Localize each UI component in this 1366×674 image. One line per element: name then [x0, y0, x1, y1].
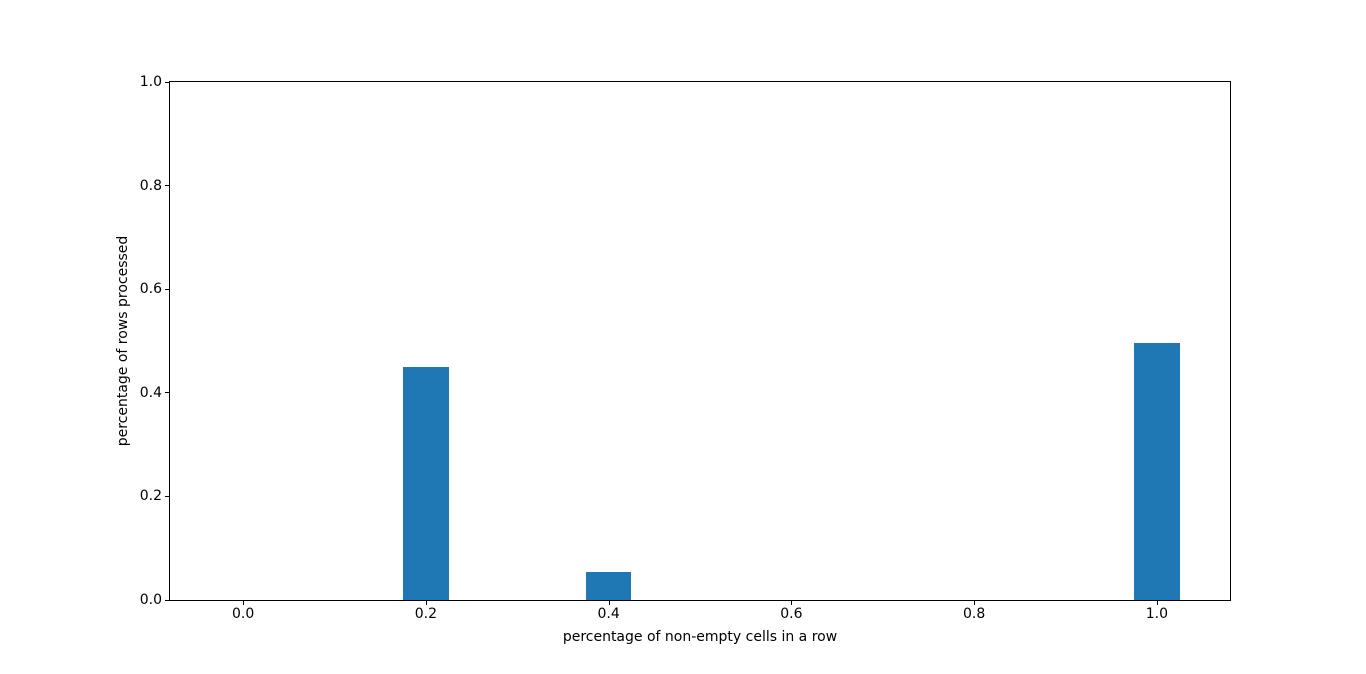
x-tick-label: 0.0: [231, 606, 255, 622]
y-tick-mark: [165, 495, 169, 497]
y-tick-label: 0.8: [139, 177, 162, 194]
y-tick-mark: [165, 288, 169, 290]
x-tick-mark: [1156, 601, 1158, 605]
bar: [585, 571, 632, 600]
x-tick-mark: [974, 601, 976, 605]
y-tick-label: 0.6: [139, 281, 162, 298]
y-tick-mark: [165, 599, 169, 601]
y-axis-label: percentage of rows processed: [115, 235, 131, 447]
x-tick-label: 0.2: [414, 606, 437, 622]
x-tick-label: 0.6: [780, 606, 803, 622]
x-tick-label: 1.0: [1145, 606, 1169, 622]
x-tick-mark: [425, 601, 427, 605]
x-tick-label: 0.4: [597, 606, 620, 622]
y-tick-label: 0.4: [139, 384, 162, 401]
y-tick-mark: [165, 185, 169, 187]
x-axis-label: percentage of non-empty cells in a row: [562, 629, 838, 645]
y-tick-label: 0.2: [139, 488, 162, 505]
y-tick-mark: [165, 81, 169, 83]
x-tick-mark: [243, 601, 245, 605]
x-tick-mark: [791, 601, 793, 605]
x-tick-label: 0.8: [962, 606, 986, 622]
plot-area: 0.0 0.2 0.4 0.6 0.8 1.0 0.0 0.2 0.4 0.6 0.8 1.0: [140, 75, 1231, 621]
y-tick-mark: [165, 392, 169, 394]
y-tick-label: 1.0: [139, 74, 162, 90]
x-tick-mark: [608, 601, 610, 605]
bar: [403, 366, 449, 600]
bar: [1134, 342, 1180, 600]
y-tick-label: 0.0: [139, 592, 162, 608]
